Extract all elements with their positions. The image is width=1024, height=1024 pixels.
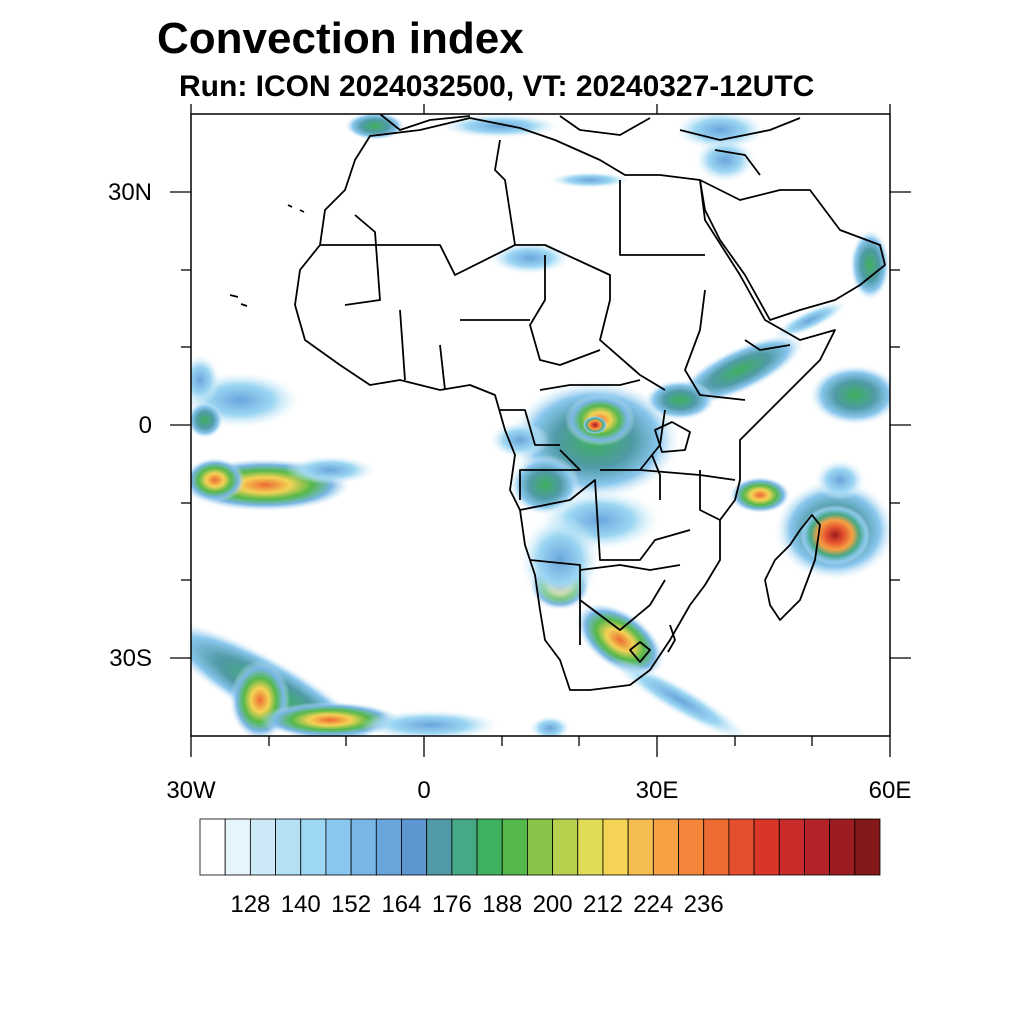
colorbar-swatch — [275, 818, 302, 876]
convection-field — [191, 114, 890, 736]
colorbar-swatch — [678, 818, 705, 876]
colorbar-swatch — [199, 818, 226, 876]
lat-label-30s: 30S — [109, 645, 152, 672]
map-title: Convection index — [157, 14, 524, 63]
colorbar-swatch — [703, 818, 730, 876]
colorbar-labels: 128 140 152 164 176 188 200 212 224 236 — [230, 891, 723, 918]
colorbar-swatch — [778, 818, 805, 876]
colorbar-label: 128 — [230, 891, 270, 918]
colorbar-label: 236 — [684, 891, 724, 918]
lon-label-60e: 60E — [869, 777, 912, 804]
coastlines-and-borders — [229, 114, 886, 691]
colorbar-swatch — [249, 818, 276, 876]
map-subtitle: Run: ICON 2024032500, VT: 20240327-12UTC — [179, 70, 815, 103]
axis-ticks — [170, 104, 911, 757]
colorbar-swatch — [375, 818, 402, 876]
colorbar-swatch — [426, 818, 453, 876]
lon-label-30w: 30W — [166, 777, 216, 804]
colorbar-swatch — [728, 818, 755, 876]
colorbar-label: 176 — [432, 891, 472, 918]
lon-label-30e: 30E — [636, 777, 679, 804]
colorbar-swatch — [325, 818, 352, 876]
colorbar-label: 224 — [633, 891, 673, 918]
colorbar-label: 188 — [482, 891, 522, 918]
colorbar-label: 140 — [281, 891, 321, 918]
colorbar-swatch — [804, 818, 831, 876]
colorbar-label: 200 — [533, 891, 573, 918]
colorbar-swatch — [476, 818, 503, 876]
colorbar-swatch — [451, 818, 478, 876]
colorbar-swatch — [224, 818, 251, 876]
colorbar-swatch — [577, 818, 604, 876]
lat-label-30n: 30N — [108, 179, 152, 206]
colorbar-label: 152 — [331, 891, 371, 918]
colorbar-swatch — [527, 818, 553, 876]
colorbar-swatch — [854, 818, 881, 876]
colorbar-label: 164 — [381, 891, 421, 918]
colorbar-swatch — [552, 818, 579, 876]
colorbar-swatch — [602, 818, 629, 876]
colorbar-label: 212 — [583, 891, 623, 918]
colorbar — [199, 818, 881, 876]
colorbar-swatch — [627, 818, 654, 876]
colorbar-swatch — [753, 818, 780, 876]
colorbar-swatch — [401, 818, 428, 876]
colorbar-swatch — [652, 818, 679, 876]
lon-label-0: 0 — [417, 777, 430, 804]
colorbar-swatch — [350, 818, 377, 876]
lat-label-0: 0 — [139, 412, 152, 439]
colorbar-swatch — [300, 818, 327, 876]
colorbar-swatch — [829, 818, 856, 876]
colorbar-swatch — [501, 818, 528, 876]
map-plot-area — [190, 113, 891, 737]
